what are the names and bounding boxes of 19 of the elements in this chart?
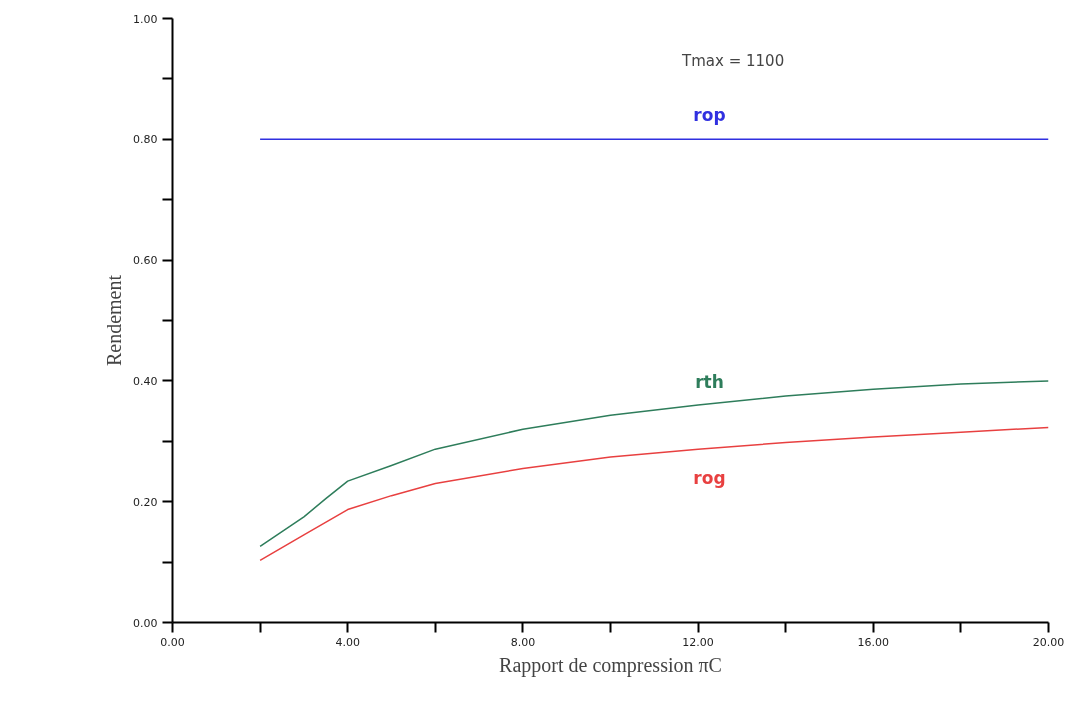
y-tick-label: 0.20 [133, 495, 158, 509]
x-axis-title: Rapport de compression πC [499, 653, 722, 677]
x-tick-label: 20.00 [1032, 635, 1065, 649]
x-tick-label: 8.00 [510, 635, 536, 649]
annotation: Tmax = 1100 [681, 51, 785, 70]
y-tick-label: 0.60 [133, 254, 158, 268]
series-label: rop [693, 105, 726, 126]
series-label: rog [693, 468, 726, 489]
x-tick-label: 12.00 [682, 635, 714, 649]
x-tick-label: 0.00 [160, 635, 185, 649]
y-tick-label: 0.00 [133, 616, 158, 630]
series-label: rth [695, 371, 724, 392]
line-series [259, 426, 1049, 562]
y-axis-title: Rendement [103, 274, 126, 367]
y-tick-label: 0.40 [133, 374, 158, 388]
y-tick-label: 0.80 [133, 133, 158, 147]
x-tick-label: 16.00 [857, 635, 890, 649]
y-tick-label: 1.00 [133, 12, 158, 26]
x-tick-label: 4.00 [335, 635, 360, 649]
